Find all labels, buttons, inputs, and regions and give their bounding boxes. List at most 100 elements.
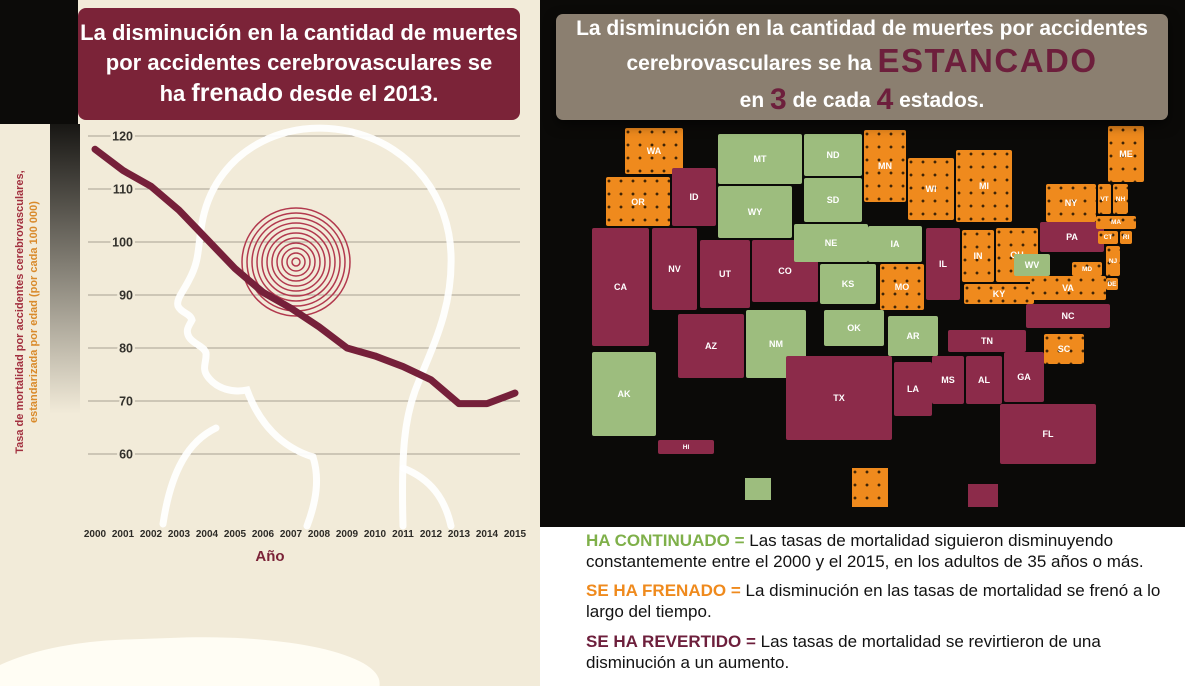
state-me: ME	[1108, 126, 1144, 182]
state-ar: AR	[888, 316, 938, 356]
target-ring	[291, 257, 301, 267]
x-axis-title: Año	[255, 548, 285, 565]
state-mo: MO	[880, 264, 924, 310]
state-label-ga: GA	[1017, 372, 1031, 382]
legend-entry-slowed: SE HA FRENADO = La disminución en las ta…	[586, 581, 1164, 622]
state-ut: UT	[700, 240, 750, 308]
right-map-panel: La disminución en la cantidad de muertes…	[540, 0, 1185, 686]
paper-blob	[0, 630, 382, 686]
right-headline-line3-pre: en	[739, 88, 771, 112]
x-tick-label: 2001	[112, 529, 135, 540]
state-label-az: AZ	[705, 341, 717, 351]
state-hi: HI	[658, 440, 714, 454]
state-wi: WI	[908, 158, 954, 220]
state-label-nv: NV	[668, 264, 681, 274]
state-label-ok: OK	[847, 323, 861, 333]
headline-line3-pre: ha	[159, 80, 192, 106]
state-label-ct: CT	[1103, 234, 1113, 241]
target-ring	[261, 227, 331, 297]
state-la: LA	[894, 362, 932, 416]
state-label-la: LA	[907, 384, 919, 394]
right-headline-line2-pre: cerebrovasculares se ha	[626, 52, 878, 76]
state-tn: TN	[948, 330, 1026, 352]
state-md: MD	[1072, 262, 1102, 276]
concentric-circles-icon	[241, 207, 351, 317]
x-tick-label: 2010	[364, 529, 387, 540]
state-label-ny: NY	[1064, 198, 1078, 208]
state-label-ma: MA	[1110, 219, 1122, 226]
state-label-mi: MI	[979, 181, 989, 191]
y-tick-label: 90	[119, 289, 133, 303]
state-label-vt: VT	[1100, 195, 1109, 203]
corner-shadow	[0, 0, 78, 124]
state-label-wv: WV	[1024, 260, 1040, 270]
state-label-ut: UT	[719, 269, 731, 279]
target-ring	[251, 217, 341, 307]
state-label-ar: AR	[906, 331, 920, 341]
state-or: OR	[606, 177, 670, 226]
state-ks: KS	[820, 264, 876, 304]
legend-term-reversed: SE HA REVERTIDO =	[586, 631, 756, 651]
state-label-wi: WI	[925, 184, 937, 194]
state-label-ca: CA	[614, 282, 627, 292]
state-label-nd: ND	[826, 150, 840, 160]
state-ia: IA	[868, 226, 922, 262]
state-wv: WV	[1014, 254, 1050, 276]
head-silhouette-icon	[159, 124, 455, 530]
state-fl: FL	[1000, 404, 1096, 464]
x-tick-label: 2008	[308, 529, 331, 540]
x-tick-label: 2006	[252, 529, 275, 540]
state-ny: NY	[1046, 184, 1096, 222]
x-tick-label: 2014	[476, 529, 499, 540]
state-label-pa: PA	[1066, 232, 1078, 242]
y-axis-title-line2: estandarizada por edad (por cada 100 000…	[28, 201, 41, 423]
state-label-sc: SC	[1057, 344, 1071, 354]
legend-entry-reversed: SE HA REVERTIDO = Las tasas de mortalida…	[586, 632, 1164, 673]
target-ring	[286, 252, 306, 272]
state-label-ne: NE	[824, 238, 838, 248]
x-tick-label: 2004	[196, 529, 219, 540]
target-ring	[276, 242, 316, 282]
state-label-ky: KY	[992, 289, 1006, 299]
legend-text-continued: Las tasas de mortalidad siguieron dismin…	[586, 531, 1144, 571]
state-label-va: VA	[1062, 283, 1074, 293]
frenado-emphasis: frenado	[191, 78, 284, 107]
state-ky: KY	[964, 284, 1034, 304]
state-label-wa: WA	[646, 146, 662, 156]
state-label-il: IL	[939, 259, 947, 269]
state-label-mn: MN	[878, 161, 892, 171]
right-headline-line3-mid: de cada	[786, 88, 877, 112]
legend-background	[540, 527, 1185, 686]
x-tick-label: 2007	[280, 529, 303, 540]
x-tick-label: 2002	[140, 529, 163, 540]
map-swatch-reversed	[968, 484, 998, 507]
state-ri: RI	[1120, 231, 1132, 244]
estancado-emphasis: ESTANCADO	[877, 42, 1098, 80]
x-tick-label: 2000	[84, 529, 107, 540]
state-nj: NJ	[1106, 246, 1120, 276]
state-label-tn: TN	[981, 336, 993, 346]
headline-line3: ha frenado desde el 2013.	[78, 77, 520, 110]
state-label-co: CO	[778, 266, 792, 276]
state-wa: WA	[625, 128, 683, 174]
state-in: IN	[962, 230, 994, 282]
state-ga: GA	[1004, 352, 1044, 402]
headline-line2: por accidentes cerebrovasculares se	[105, 49, 493, 75]
y-tick-labels: 120 110 100 90 80 70 60	[110, 127, 136, 464]
state-label-nh: NH	[1115, 195, 1126, 203]
state-id: ID	[672, 168, 716, 226]
number-3: 3	[770, 82, 787, 116]
state-label-hi: HI	[682, 443, 690, 451]
state-label-mo: MO	[894, 282, 910, 292]
headline-line1: La disminución en la cantidad de muertes	[80, 20, 518, 46]
y-tick-label: 70	[119, 395, 133, 409]
state-label-ms: MS	[941, 375, 955, 385]
headline-line3-post: desde el 2013.	[283, 80, 439, 106]
state-label-in: IN	[973, 251, 983, 261]
state-va: VA	[1030, 276, 1106, 300]
target-ring	[271, 237, 321, 287]
state-ak: AK	[592, 352, 656, 436]
state-ok: OK	[824, 310, 884, 346]
